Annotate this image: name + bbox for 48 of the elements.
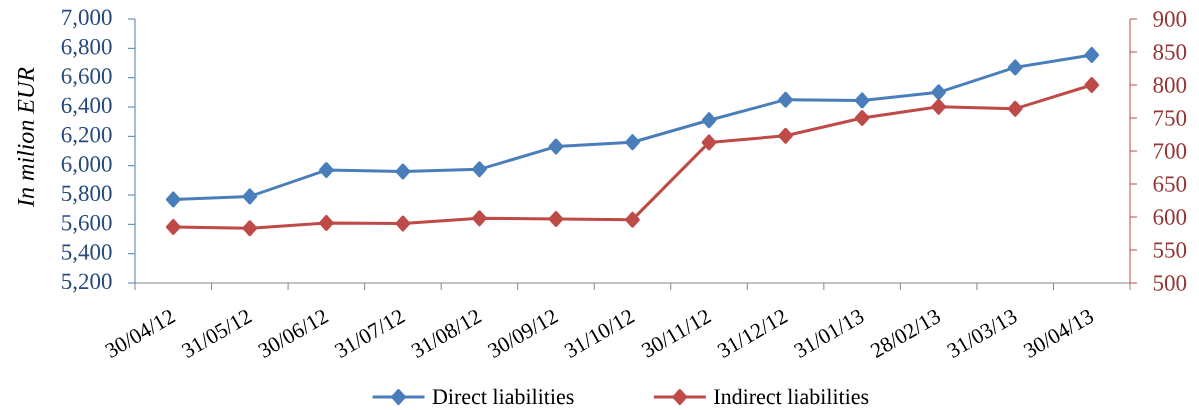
y-tick-label: 6,600 [61,68,112,88]
point [319,162,334,179]
point [165,218,181,235]
point [854,110,870,126]
y-tick-label: 7,000 [62,9,112,29]
point [1007,59,1023,76]
point [931,98,947,115]
point [1084,77,1100,93]
y2-tick-label: 700 [1154,143,1187,159]
point [165,191,181,208]
y2-tick-label: 600 [1153,209,1187,225]
point [548,138,564,155]
point [625,134,640,151]
y-tick-label: 6,800 [61,38,112,58]
point [701,134,717,151]
y-tick-label: 6,400 [61,97,112,117]
point [242,220,258,237]
legend-label: Indirect liabilities [714,388,869,405]
point [395,215,411,232]
point [548,210,564,227]
point [319,214,334,231]
y2-tick-label: 850 [1153,44,1187,60]
y2-tick-label: 900 [1153,11,1187,27]
y2-tick-label: 500 [1153,275,1187,291]
y2-tick-label: 550 [1153,242,1187,258]
point [472,210,487,227]
point [472,161,487,178]
y2-tick-label: 800 [1153,77,1187,93]
point [242,188,258,205]
point [625,211,640,228]
point [778,127,793,144]
point [701,112,717,129]
y-axis-title: In milion EUR [17,67,34,208]
point [931,84,947,101]
y-tick-label: 6,200 [61,126,112,146]
point [1084,46,1100,63]
y-tick-label: 5,200 [62,273,112,293]
point [778,91,793,108]
legend-label: Direct liabilities [432,388,574,405]
point [395,163,411,180]
point [854,92,870,109]
point [1007,100,1023,117]
y-tick-label: 6,000 [61,156,112,176]
y-tick-label: 5,600 [62,214,112,234]
y-tick-label: 5,800 [62,185,112,205]
y2-tick-label: 750 [1154,110,1187,126]
y-tick-label: 5,400 [62,244,112,264]
y2-tick-label: 650 [1153,176,1187,192]
